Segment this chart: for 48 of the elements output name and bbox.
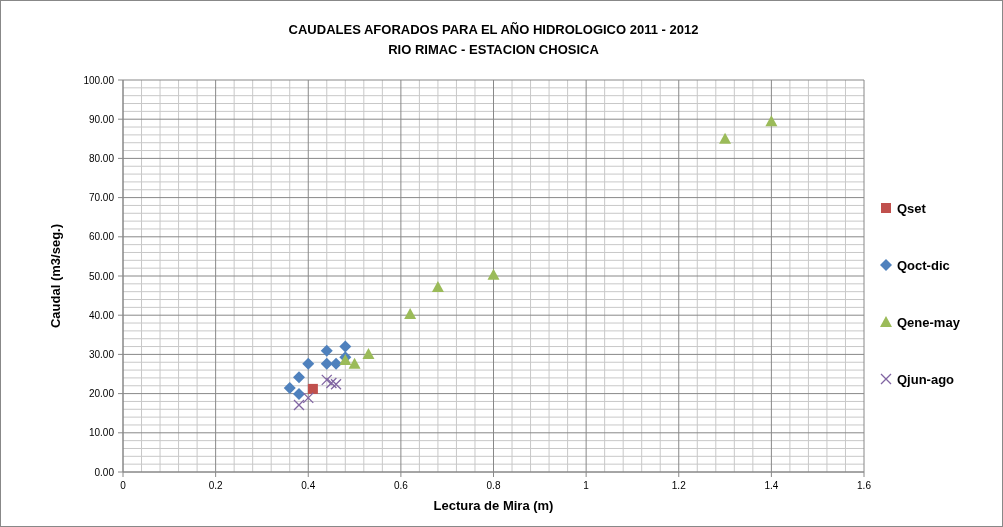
point <box>765 115 778 127</box>
y-tick-label: 10.00 <box>88 427 115 439</box>
x-tick-label: 0.4 <box>301 480 316 491</box>
point <box>307 383 318 394</box>
x-tick-label: 0.8 <box>486 480 501 491</box>
y-tick-label: 80.00 <box>88 152 115 164</box>
point <box>292 387 305 400</box>
x-tick-label: 1.2 <box>671 480 687 491</box>
y-tick-label: 40.00 <box>88 309 115 321</box>
point <box>293 399 305 411</box>
point <box>330 378 342 390</box>
y-tick-label: 30.00 <box>88 348 115 360</box>
point <box>431 280 444 292</box>
point <box>325 377 338 389</box>
point <box>339 340 352 353</box>
point <box>302 392 314 404</box>
x-tick-label: 0.2 <box>208 480 224 491</box>
point <box>404 308 417 320</box>
legend-label: Qjun-ago <box>897 372 955 387</box>
point <box>362 348 375 360</box>
chart-title: CAUDALES AFORADOS PARA EL AÑO HIDROLOGICO 2011 - 2012 <box>288 22 699 37</box>
point <box>302 357 315 370</box>
chart-subtitle: RIO RIMAC - ESTACION CHOSICA <box>388 42 600 57</box>
x-tick-label: 1.6 <box>857 480 872 491</box>
x-tick-label: 1.4 <box>764 480 779 491</box>
x-tick-label: 0.6 <box>393 480 409 491</box>
point <box>487 268 500 280</box>
point <box>320 344 333 357</box>
y-tick-label: 50.00 <box>88 270 115 282</box>
y-tick-label: 0.00 <box>94 466 115 478</box>
point <box>719 132 732 144</box>
legend-label: Qene-may <box>897 315 961 330</box>
x-axis-title: Lectura de Mira (m) <box>433 498 554 513</box>
y-tick-label: 90.00 <box>88 113 115 125</box>
y-tick-label: 100.00 <box>83 74 115 86</box>
point <box>348 357 361 369</box>
point <box>292 371 305 384</box>
legend-label: Qset <box>897 201 927 216</box>
y-tick-label: 70.00 <box>88 192 115 204</box>
y-tick-label: 60.00 <box>88 231 115 243</box>
y-axis-title: Caudal (m3/seg.) <box>48 223 63 329</box>
point <box>320 357 333 370</box>
x-tick-label: 1 <box>583 480 590 491</box>
x-tick-label: 0 <box>120 480 127 491</box>
point <box>283 382 296 395</box>
y-tick-label: 20.00 <box>88 388 115 400</box>
point <box>321 374 333 386</box>
legend-label: Qoct-dic <box>897 258 950 273</box>
